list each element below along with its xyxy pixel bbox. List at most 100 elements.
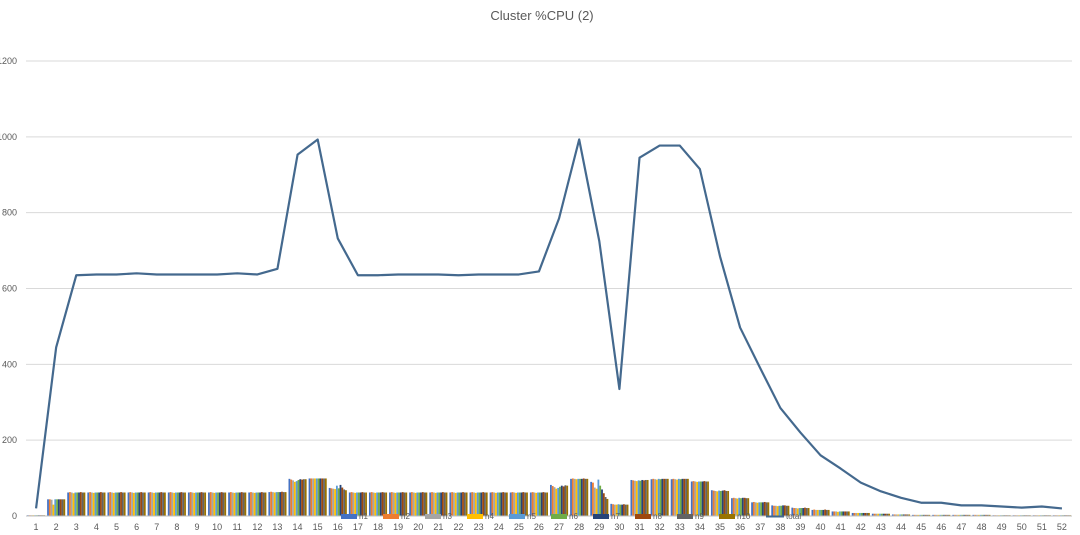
x-tick-label: 29 — [594, 522, 604, 532]
bar — [771, 505, 773, 516]
chart-title: Cluster %CPU (2) — [490, 8, 593, 23]
bar — [539, 492, 541, 516]
bar — [193, 493, 195, 516]
bar — [767, 502, 769, 516]
bar — [661, 479, 663, 516]
x-tick-label: 10 — [212, 522, 222, 532]
legend-label: n9 — [695, 512, 704, 521]
bar — [393, 492, 395, 516]
legend-swatch — [635, 514, 651, 519]
bar — [294, 482, 296, 516]
bar — [841, 511, 843, 516]
bar — [757, 503, 759, 516]
bar — [299, 479, 301, 516]
bar — [47, 499, 49, 516]
legend-swatch — [719, 514, 735, 519]
bar — [424, 492, 426, 516]
bar — [212, 492, 214, 516]
bar — [385, 492, 387, 516]
x-tick-label: 33 — [675, 522, 685, 532]
bar — [479, 492, 481, 516]
bar — [466, 492, 468, 516]
bar — [762, 502, 764, 516]
x-tick-label: 36 — [735, 522, 745, 532]
legend-label: n8 — [653, 512, 662, 521]
x-tick-label: 13 — [272, 522, 282, 532]
legend-label: n10 — [737, 512, 751, 521]
bar — [277, 492, 279, 516]
bar — [329, 488, 331, 516]
bar — [824, 510, 826, 516]
bar — [325, 478, 327, 516]
bar — [623, 504, 625, 516]
x-tick-label: 2 — [54, 522, 59, 532]
bar — [340, 485, 342, 516]
bar — [815, 510, 817, 516]
bar — [274, 492, 276, 516]
bar — [640, 481, 642, 516]
bar — [144, 492, 146, 516]
bar — [373, 492, 375, 516]
bar — [751, 502, 753, 516]
bar — [115, 492, 117, 516]
x-tick-label: 40 — [816, 522, 826, 532]
bar — [425, 492, 427, 516]
bar — [213, 493, 215, 516]
bar — [230, 492, 232, 516]
bar — [577, 479, 579, 516]
bar — [395, 493, 397, 516]
bar — [138, 492, 140, 516]
bar — [597, 480, 599, 516]
bar — [133, 493, 135, 516]
x-tick-label: 26 — [534, 522, 544, 532]
bar — [265, 492, 267, 516]
bar — [63, 499, 65, 516]
bar — [316, 478, 318, 516]
x-tick-label: 14 — [293, 522, 303, 532]
bar — [705, 481, 707, 516]
bar — [839, 511, 841, 516]
legend-swatch — [467, 514, 483, 519]
bar — [391, 492, 393, 516]
bar — [369, 492, 371, 516]
bar — [67, 492, 69, 516]
bar — [164, 492, 166, 516]
bar — [557, 488, 559, 516]
bar — [570, 479, 572, 516]
bar — [764, 502, 766, 516]
bar — [244, 492, 246, 516]
y-tick-label: 1200 — [0, 56, 17, 66]
bar — [232, 492, 234, 516]
bar — [382, 492, 384, 516]
bar — [199, 492, 201, 516]
bar — [142, 492, 144, 516]
bar — [806, 508, 808, 516]
bar — [592, 483, 594, 516]
bar — [248, 492, 250, 516]
bar — [416, 492, 418, 516]
bar — [585, 479, 587, 516]
bar — [817, 510, 819, 516]
legend-swatch — [425, 514, 441, 519]
bar — [153, 493, 155, 516]
bar — [345, 490, 347, 516]
x-tick-label: 21 — [433, 522, 443, 532]
bar — [554, 487, 556, 516]
bar — [755, 502, 757, 516]
bar — [605, 497, 607, 516]
gridlines — [26, 61, 1072, 516]
bar — [581, 479, 583, 516]
legend-label: n4 — [485, 512, 494, 521]
bar — [318, 478, 320, 516]
bar — [590, 482, 592, 516]
bar — [279, 492, 281, 516]
bar — [652, 479, 654, 516]
bar — [188, 492, 190, 516]
bar — [378, 492, 380, 516]
bar — [217, 492, 219, 516]
bar — [208, 492, 210, 516]
bar — [683, 479, 685, 516]
bar — [720, 491, 722, 516]
bar — [822, 510, 824, 516]
bar — [243, 492, 245, 516]
